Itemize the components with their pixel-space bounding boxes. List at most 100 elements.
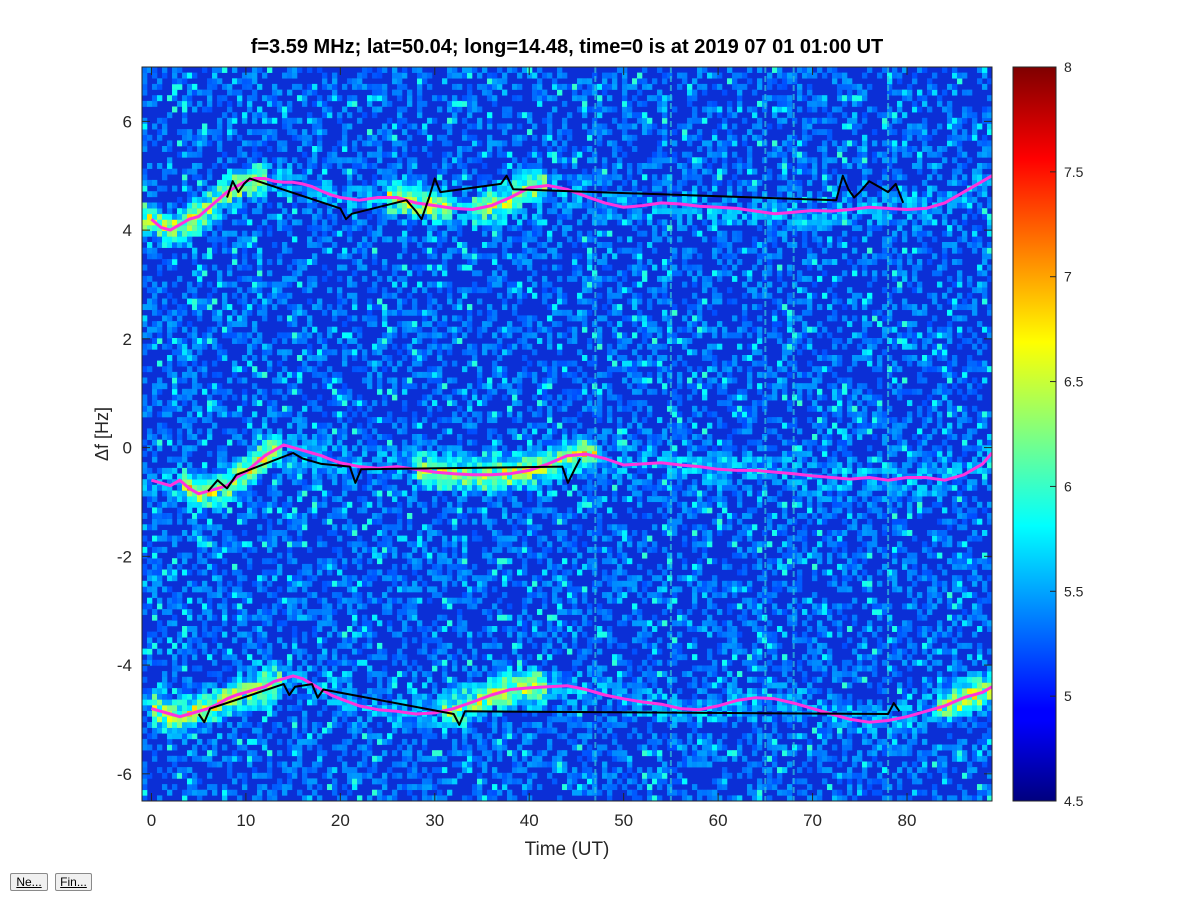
heatmap-cell [487, 473, 493, 480]
heatmap-cell [487, 78, 493, 85]
heatmap-cell [402, 405, 408, 412]
heatmap-cell [157, 208, 163, 215]
heatmap-cell [192, 778, 198, 785]
heatmap-cell [502, 626, 508, 632]
heatmap-cell [252, 326, 258, 333]
heatmap-cell [382, 417, 388, 424]
heatmap-cell [337, 439, 343, 446]
heatmap-cell [487, 411, 493, 418]
heatmap-cell [392, 67, 398, 73]
heatmap-cell [362, 603, 368, 610]
heatmap-cell [222, 405, 228, 412]
heatmap-cell [302, 479, 308, 486]
heatmap-cell [452, 750, 458, 757]
heatmap-cell [167, 563, 173, 570]
heatmap-cell [422, 383, 428, 390]
heatmap-cell [157, 648, 163, 655]
heatmap-cell [257, 575, 263, 582]
heatmap-cell [332, 394, 338, 401]
heatmap-cell [432, 456, 438, 463]
heatmap-cell [322, 603, 328, 610]
heatmap-cell [262, 569, 268, 576]
heatmap-cell [462, 693, 468, 700]
heatmap-cell [272, 450, 278, 457]
heatmap-cell [172, 213, 178, 220]
heatmap-cell [427, 292, 433, 299]
heatmap-cell [382, 309, 388, 316]
heatmap-cell [462, 626, 468, 632]
heatmap-cell [482, 705, 488, 711]
heatmap-cell [347, 230, 353, 237]
heatmap-cell [397, 72, 403, 79]
heatmap-cell [487, 377, 493, 384]
heatmap-cell [172, 321, 178, 328]
heatmap-cell [392, 530, 398, 536]
heatmap-cell [437, 366, 443, 373]
heatmap-cell [402, 275, 408, 282]
heatmap-cell [247, 304, 253, 311]
heatmap-cell [312, 275, 318, 282]
heatmap-cell [277, 168, 283, 175]
heatmap-cell [267, 541, 273, 548]
heatmap-cell [332, 326, 338, 333]
heatmap-cell [272, 434, 278, 440]
heatmap-cell [252, 78, 258, 85]
heatmap-cell [457, 609, 463, 615]
heatmap-cell [432, 191, 438, 198]
heatmap-cell [382, 507, 388, 514]
heatmap-cell [417, 434, 423, 440]
heatmap-cell [417, 264, 423, 271]
heatmap-cell [502, 772, 508, 779]
heatmap-cell [272, 727, 278, 734]
heatmap-cell [362, 484, 368, 491]
heatmap-cell [357, 552, 363, 559]
heatmap-cell [202, 705, 208, 711]
heatmap-cell [307, 343, 313, 350]
heatmap-cell [327, 631, 333, 638]
heatmap-cell [352, 473, 358, 480]
heatmap-cell [412, 490, 418, 497]
heatmap-cell [212, 383, 218, 390]
heatmap-cell [472, 654, 478, 661]
heatmap-cell [207, 631, 213, 638]
heatmap-cell [157, 795, 163, 801]
heatmap-cell [167, 789, 173, 796]
heatmap-cell [247, 72, 253, 79]
heatmap-cell [417, 242, 423, 248]
heatmap-cell [447, 501, 453, 508]
heatmap-cell [202, 106, 208, 113]
heatmap-cell [147, 332, 153, 339]
heatmap-cell [182, 473, 188, 480]
heatmap-cell [382, 784, 388, 791]
heatmap-cell [237, 665, 243, 672]
heatmap-cell [427, 117, 433, 124]
heatmap-cell [152, 586, 158, 593]
heatmap-cell [142, 546, 148, 553]
heatmap-cell [297, 467, 303, 474]
heatmap-cell [252, 546, 258, 553]
heatmap-cell [382, 134, 388, 141]
heatmap-cell [472, 597, 478, 604]
heatmap-cell [157, 575, 163, 582]
heatmap-cell [387, 462, 393, 469]
heatmap-cell [252, 490, 258, 497]
heatmap-cell [467, 586, 473, 593]
heatmap-cell [507, 462, 513, 469]
heatmap-cell [202, 755, 208, 762]
heatmap-cell [377, 671, 383, 678]
heatmap-cell [307, 778, 313, 785]
heatmap-cell [412, 439, 418, 446]
heatmap-cell [247, 106, 253, 113]
heatmap-cell [267, 185, 273, 192]
heatmap-cell [477, 196, 483, 203]
heatmap-cell [157, 163, 163, 169]
heatmap-cell [192, 722, 198, 728]
heatmap-cell [172, 298, 178, 305]
heatmap-cell [167, 168, 173, 175]
heatmap-cell [252, 428, 258, 435]
heatmap-cell [507, 772, 513, 779]
heatmap-cell [187, 394, 193, 401]
heatmap-cell [417, 558, 423, 565]
heatmap-cell [262, 439, 268, 446]
heatmap-cell [462, 665, 468, 672]
